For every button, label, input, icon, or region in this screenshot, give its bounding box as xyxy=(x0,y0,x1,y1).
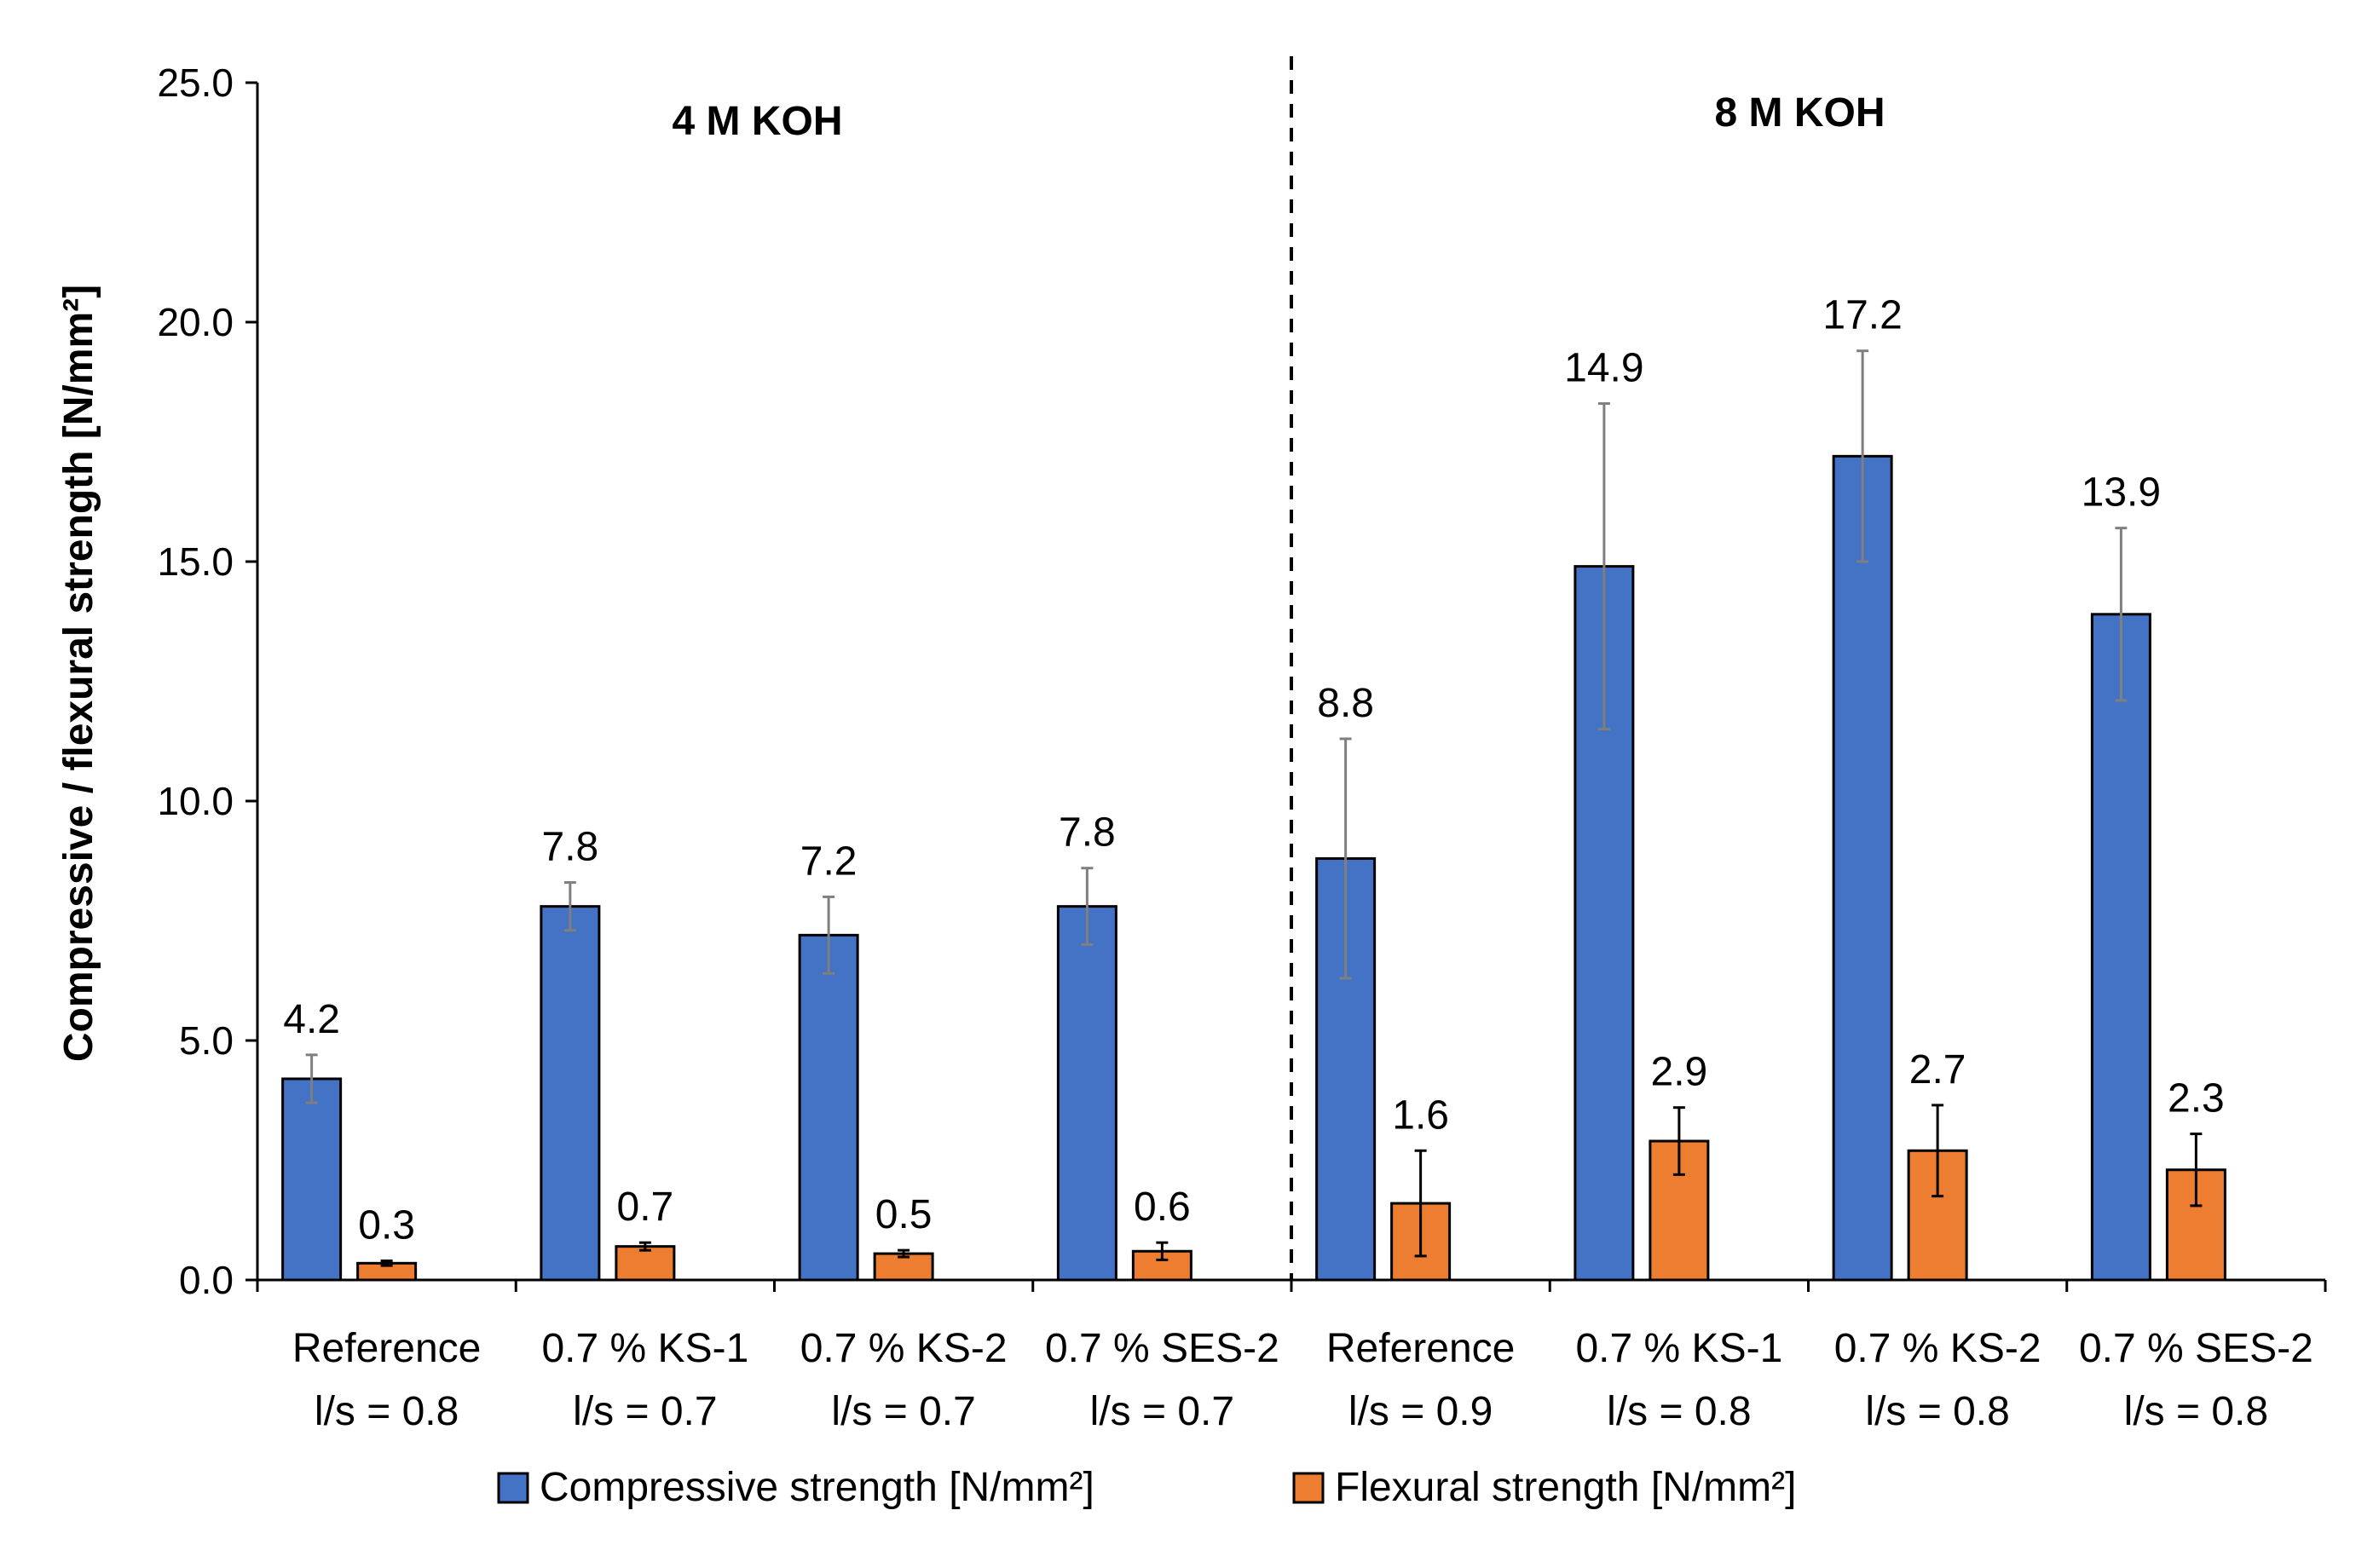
bar xyxy=(281,1077,343,1282)
data-label: 0.7 xyxy=(617,1185,674,1230)
data-label: 7.8 xyxy=(542,825,599,870)
y-tick-label: 5.0 xyxy=(179,1018,234,1063)
data-label: 14.9 xyxy=(1564,346,1643,391)
data-label: 1.6 xyxy=(1392,1092,1449,1138)
x-tick-label: l/s = 0.8 xyxy=(315,1389,459,1434)
data-label: 0.5 xyxy=(875,1192,933,1237)
x-tick-label: l/s = 0.7 xyxy=(573,1389,717,1434)
y-axis-label: Compressive / flexural strength [N/mm²] xyxy=(56,285,101,1062)
x-tick-label: l/s = 0.7 xyxy=(831,1389,975,1434)
data-label: 7.2 xyxy=(800,839,858,884)
group-label: 8 M KOH xyxy=(1714,90,1885,135)
y-tick-label: 20.0 xyxy=(157,300,234,344)
x-tick-label: l/s = 0.8 xyxy=(1865,1389,2009,1434)
x-tick-label: 0.7 % SES-2 xyxy=(1045,1326,1279,1371)
x-tick-label: 0.7 % KS-2 xyxy=(1834,1326,2041,1371)
data-label: 2.3 xyxy=(2168,1076,2225,1121)
axes: 0.0 5.0 10.0 15.0 20.0 25.0 Reference l/s = 0.8… xyxy=(157,56,2327,1434)
data-label: 4.2 xyxy=(283,997,340,1042)
data-label: 2.7 xyxy=(1909,1047,1966,1092)
group-label: 4 M KOH xyxy=(672,99,842,144)
legend: Compressive strength [N/mm²] Flexural str… xyxy=(497,1465,1796,1510)
data-label: 2.9 xyxy=(1651,1050,1708,1095)
data-label: 0.6 xyxy=(1134,1185,1191,1230)
data-label: 0.3 xyxy=(358,1203,415,1248)
x-tick-label: l/s = 0.8 xyxy=(2124,1389,2268,1434)
x-tick-label: 0.7 % SES-2 xyxy=(2079,1326,2313,1371)
bar xyxy=(798,933,859,1282)
legend-swatch xyxy=(1292,1472,1325,1504)
legend-label: Flexural strength [N/mm²] xyxy=(1335,1465,1796,1510)
data-label: 17.2 xyxy=(1822,293,1902,338)
y-tick-label: 15.0 xyxy=(157,539,234,584)
x-tick-label: Reference xyxy=(292,1326,481,1371)
y-tick-label: 25.0 xyxy=(157,61,234,105)
bar xyxy=(1056,905,1117,1282)
bar xyxy=(540,905,601,1282)
x-tick-label: l/s = 0.8 xyxy=(1607,1389,1751,1434)
data-label: 8.8 xyxy=(1317,681,1374,726)
x-tick-label: 0.7 % KS-1 xyxy=(1575,1326,1782,1371)
y-tick-label: 10.0 xyxy=(157,779,234,823)
x-tick-label: 0.7 % KS-2 xyxy=(800,1326,1008,1371)
data-label: 13.9 xyxy=(2082,470,2161,516)
x-tick-label: Reference xyxy=(1326,1326,1515,1371)
legend-swatch xyxy=(497,1472,529,1504)
x-tick-label: l/s = 0.9 xyxy=(1348,1389,1493,1434)
legend-label: Compressive strength [N/mm²] xyxy=(540,1465,1094,1510)
bar xyxy=(1832,454,1893,1282)
x-tick-label: l/s = 0.7 xyxy=(1090,1389,1234,1434)
bars: 4.2 7.8 7.2 7.8 8.8 14.9 17.2 13.9 0.3 0.7 0.5 0.6 1… xyxy=(281,293,2226,1282)
x-tick-label: 0.7 % KS-1 xyxy=(541,1326,748,1371)
bar xyxy=(2090,613,2151,1282)
data-label: 7.8 xyxy=(1059,810,1116,856)
y-tick-label: 0.0 xyxy=(179,1258,234,1302)
